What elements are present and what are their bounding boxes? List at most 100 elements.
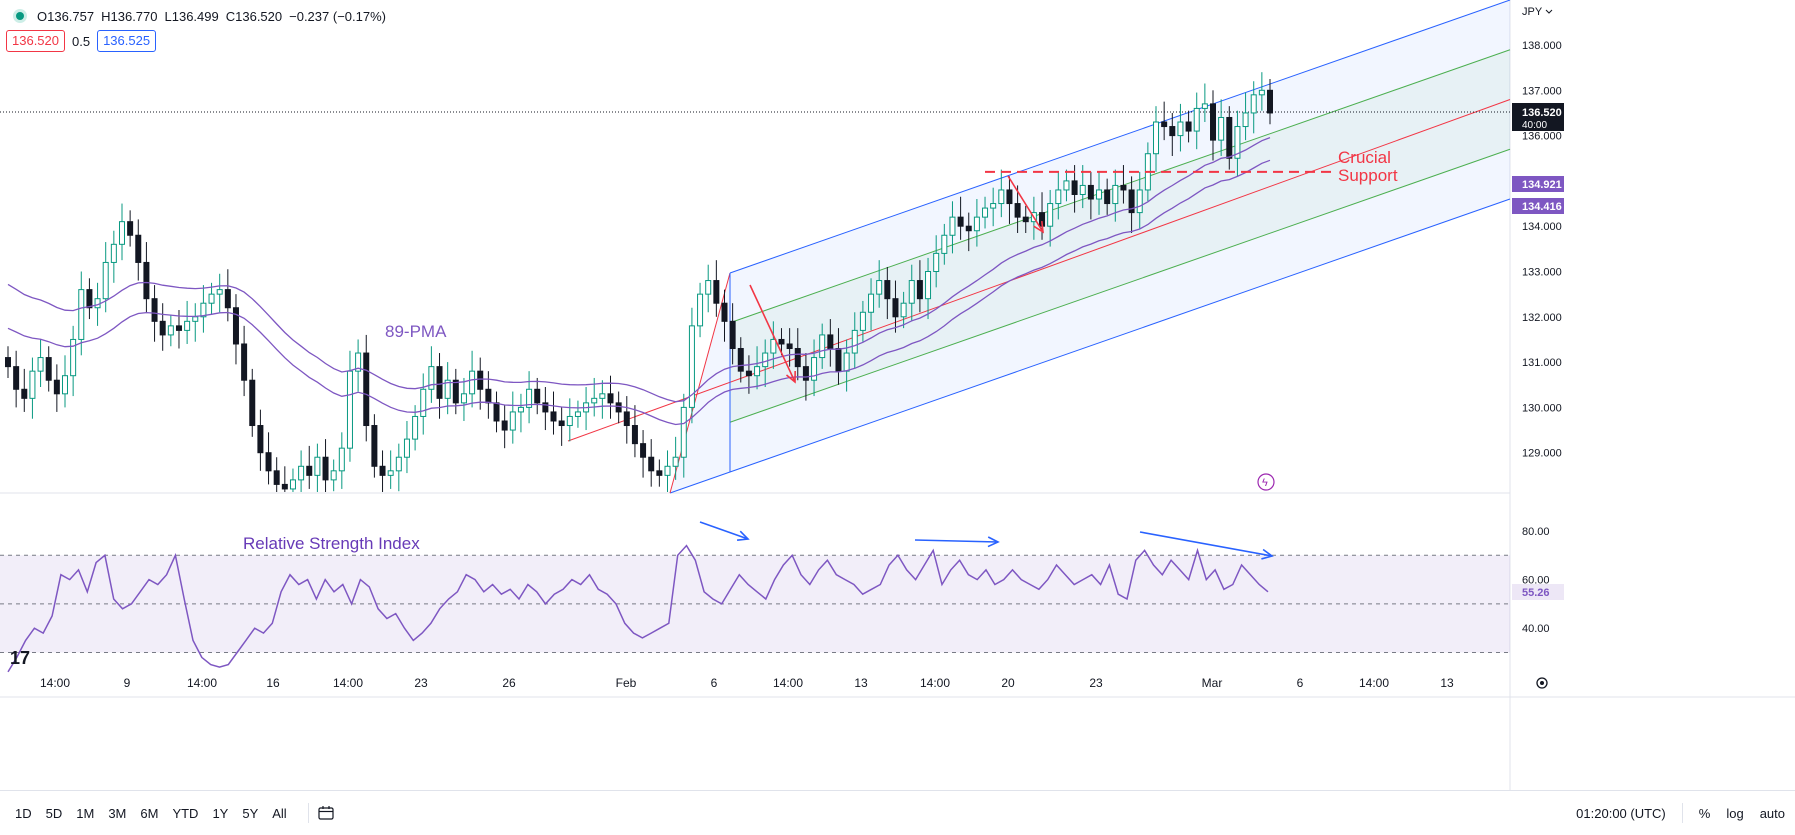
candle-body [265, 452, 272, 472]
candle-body [330, 470, 337, 481]
candle-body [908, 280, 915, 304]
rsi-arrow-1-head [736, 530, 750, 541]
settings-icon[interactable] [1536, 677, 1548, 689]
candle-body [1193, 107, 1200, 132]
candle-body [175, 325, 182, 331]
pitchfork-inner-lower [729, 148, 1511, 423]
rsi-arrow-2 [914, 539, 999, 543]
candle-body [1096, 189, 1103, 200]
event-icon[interactable] [1257, 473, 1275, 491]
candle-body [998, 189, 1005, 205]
candle-body [1022, 216, 1029, 223]
candle-body [786, 343, 793, 350]
time-label: 20 [1001, 676, 1015, 690]
price-tick-label: 137.000 [1522, 85, 1562, 97]
candle-body [1128, 189, 1135, 214]
candle-body [1063, 180, 1070, 191]
auto-toggle[interactable]: auto [1759, 805, 1785, 821]
rsi-tick-label: 80.00 [1522, 526, 1550, 538]
currency-dropdown-icon[interactable] [1545, 9, 1553, 14]
rsi-tick-label: 40.00 [1522, 623, 1550, 635]
candle-body [656, 470, 663, 476]
candle-body [1014, 203, 1021, 218]
candle-body [94, 298, 101, 309]
sell-price-button[interactable]: 136.520 [6, 30, 65, 52]
candle-body [1120, 184, 1127, 191]
low-value: L136.499 [164, 8, 219, 24]
candle-body [1079, 184, 1086, 195]
timeframe-1d[interactable]: 1D [15, 805, 32, 821]
candle-body [721, 302, 728, 322]
candle-body [1153, 121, 1160, 155]
utc-clock[interactable]: 01:20:00 (UTC) [1576, 805, 1666, 821]
ma-89-line [7, 136, 1271, 403]
candle-body [941, 234, 948, 254]
timeframe-1y[interactable]: 1Y [212, 805, 229, 821]
candle-body [452, 379, 459, 404]
time-label: 14:00 [920, 676, 950, 690]
candle-body [1210, 103, 1217, 141]
price-arrow-1 [749, 284, 796, 383]
candle-body [395, 456, 402, 472]
candle-body [420, 388, 427, 417]
candle-body [1169, 126, 1176, 137]
candle-body [444, 379, 451, 399]
pitchfork-upper-line [729, 0, 1511, 274]
candle-body [306, 465, 313, 476]
rsi-badge [1512, 584, 1564, 600]
candle-body [892, 298, 899, 318]
candle-body [118, 221, 125, 245]
candle-body [517, 406, 524, 413]
high-value: H136.770 [101, 8, 158, 24]
price-tick-label: 138.000 [1522, 40, 1562, 52]
percent-toggle[interactable]: % [1698, 805, 1711, 821]
candle-body [45, 357, 52, 381]
candle-body [982, 207, 989, 218]
countdown-label: 40:00 [1522, 120, 1547, 131]
candle-body [257, 425, 264, 454]
candle-body [542, 402, 549, 413]
buy-price-button[interactable]: 136.525 [97, 30, 157, 52]
candle-body [640, 443, 647, 458]
candle-body [770, 338, 777, 354]
pma-label: 89-PMA [385, 322, 447, 341]
candle-body [249, 379, 256, 427]
candle-body [1161, 121, 1168, 128]
price-arrow-2 [1007, 175, 1044, 233]
candle-body [778, 338, 785, 345]
candle-body [672, 456, 679, 467]
candle-body [1087, 184, 1094, 200]
bottom-toolbar: 1D 5D 1M 3M 6M YTD 1Y 5Y All 01:20:00 (UTC) % lo… [0, 790, 1795, 835]
candle-body [200, 302, 207, 318]
timeframe-3m[interactable]: 3M [108, 805, 127, 821]
toolbar-divider [307, 803, 309, 823]
date-range-icon[interactable] [315, 802, 337, 824]
timeframe-all[interactable]: All [272, 805, 287, 821]
ma1-label: 134.921 [1522, 179, 1562, 191]
candle-body [1006, 189, 1013, 205]
price-tick-label: 129.000 [1522, 448, 1562, 460]
currency-label: JPY [1522, 6, 1543, 18]
timeframe-5d[interactable]: 5D [45, 805, 63, 821]
candle-body [289, 479, 296, 490]
time-label: 6 [1297, 676, 1304, 690]
timeframe-1m[interactable]: 1M [76, 805, 95, 821]
candle-body [664, 465, 671, 476]
rsi-arrow-2-head [987, 536, 1000, 548]
timeframe-5y[interactable]: 5Y [242, 805, 259, 821]
toolbar-divider [1681, 803, 1683, 823]
candle-body [224, 289, 231, 309]
timeframe-ytd[interactable]: YTD [172, 805, 199, 821]
candle-body [167, 325, 174, 336]
candle-body [631, 425, 638, 445]
time-label: 13 [1440, 676, 1454, 690]
time-label: 14:00 [333, 676, 363, 690]
candle-body [469, 370, 476, 395]
rsi-value-label: 55.26 [1522, 587, 1550, 599]
candle-body [13, 366, 20, 390]
log-toggle[interactable]: log [1726, 805, 1744, 821]
candle-body [509, 411, 516, 431]
ma2-badge [1512, 198, 1564, 214]
timeframe-6m[interactable]: 6M [140, 805, 159, 821]
